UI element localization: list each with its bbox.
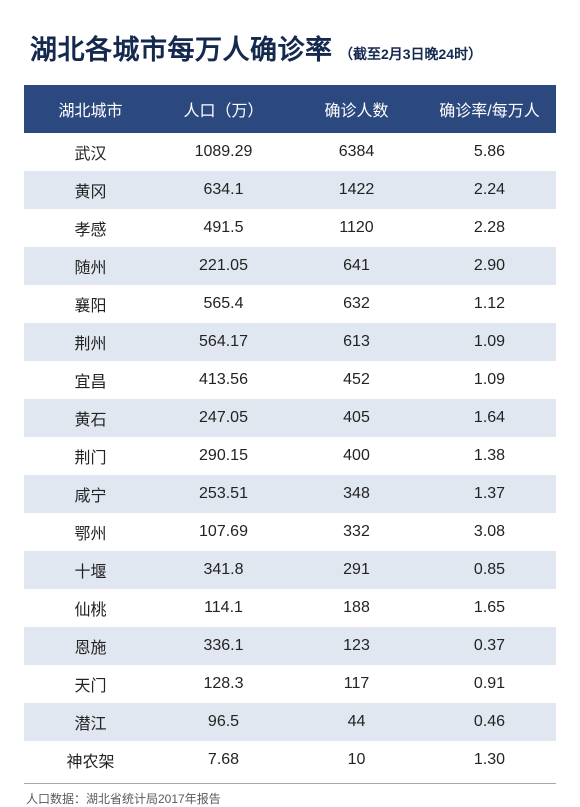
col-confirmed: 确诊人数: [290, 85, 423, 133]
cell-rate: 1.64: [423, 399, 556, 437]
cell-city: 荆州: [24, 323, 157, 361]
table-row: 荆州564.176131.09: [24, 323, 556, 361]
table-row: 仙桃114.11881.65: [24, 589, 556, 627]
cell-confirmed: 1422: [290, 171, 423, 209]
cell-confirmed: 641: [290, 247, 423, 285]
cell-city: 荆门: [24, 437, 157, 475]
cell-city: 随州: [24, 247, 157, 285]
cell-rate: 1.37: [423, 475, 556, 513]
cell-city: 襄阳: [24, 285, 157, 323]
cell-city: 十堰: [24, 551, 157, 589]
cell-population: 290.15: [157, 437, 290, 475]
page-title: 湖北各城市每万人确诊率: [30, 35, 333, 65]
page-subtitle: （截至2月3日晚24时）: [339, 46, 482, 62]
cell-rate: 0.91: [423, 665, 556, 703]
cell-confirmed: 123: [290, 627, 423, 665]
col-population: 人口（万）: [157, 85, 290, 133]
cell-confirmed: 188: [290, 589, 423, 627]
table-row: 潜江96.5440.46: [24, 703, 556, 741]
cell-rate: 2.28: [423, 209, 556, 247]
table-header-row: 湖北城市 人口（万） 确诊人数 确诊率/每万人: [24, 85, 556, 133]
cell-confirmed: 6384: [290, 133, 423, 171]
cell-rate: 2.90: [423, 247, 556, 285]
cell-city: 恩施: [24, 627, 157, 665]
cell-city: 鄂州: [24, 513, 157, 551]
cell-population: 1089.29: [157, 133, 290, 171]
table-row: 襄阳565.46321.12: [24, 285, 556, 323]
cell-confirmed: 613: [290, 323, 423, 361]
page-title-row: 湖北各城市每万人确诊率 （截至2月3日晚24时）: [24, 28, 556, 67]
cell-population: 107.69: [157, 513, 290, 551]
cell-city: 孝感: [24, 209, 157, 247]
col-rate: 确诊率/每万人: [423, 85, 556, 133]
cell-population: 491.5: [157, 209, 290, 247]
table-row: 十堰341.82910.85: [24, 551, 556, 589]
table-row: 宜昌413.564521.09: [24, 361, 556, 399]
cell-confirmed: 452: [290, 361, 423, 399]
table-row: 神农架7.68101.30: [24, 741, 556, 779]
cell-confirmed: 332: [290, 513, 423, 551]
cell-population: 96.5: [157, 703, 290, 741]
cell-rate: 1.09: [423, 323, 556, 361]
cell-city: 宜昌: [24, 361, 157, 399]
cell-population: 221.05: [157, 247, 290, 285]
table-row: 天门128.31170.91: [24, 665, 556, 703]
cell-rate: 0.37: [423, 627, 556, 665]
table-row: 荆门290.154001.38: [24, 437, 556, 475]
cell-population: 413.56: [157, 361, 290, 399]
cell-confirmed: 44: [290, 703, 423, 741]
cell-population: 7.68: [157, 741, 290, 779]
cell-confirmed: 10: [290, 741, 423, 779]
cell-population: 565.4: [157, 285, 290, 323]
cell-rate: 0.85: [423, 551, 556, 589]
col-city: 湖北城市: [24, 85, 157, 133]
cell-city: 潜江: [24, 703, 157, 741]
cell-rate: 1.38: [423, 437, 556, 475]
cell-city: 天门: [24, 665, 157, 703]
data-table: 湖北城市 人口（万） 确诊人数 确诊率/每万人 武汉1089.2963845.8…: [24, 85, 556, 779]
cell-population: 634.1: [157, 171, 290, 209]
cell-rate: 3.08: [423, 513, 556, 551]
cell-rate: 0.46: [423, 703, 556, 741]
cell-population: 247.05: [157, 399, 290, 437]
cell-population: 341.8: [157, 551, 290, 589]
cell-confirmed: 117: [290, 665, 423, 703]
cell-confirmed: 405: [290, 399, 423, 437]
table-row: 孝感491.511202.28: [24, 209, 556, 247]
table-row: 黄冈634.114222.24: [24, 171, 556, 209]
cell-rate: 1.12: [423, 285, 556, 323]
cell-confirmed: 348: [290, 475, 423, 513]
cell-rate: 2.24: [423, 171, 556, 209]
cell-city: 武汉: [24, 133, 157, 171]
table-row: 武汉1089.2963845.86: [24, 133, 556, 171]
cell-confirmed: 632: [290, 285, 423, 323]
table-row: 咸宁253.513481.37: [24, 475, 556, 513]
cell-city: 黄冈: [24, 171, 157, 209]
table-row: 黄石247.054051.64: [24, 399, 556, 437]
table-row: 鄂州107.693323.08: [24, 513, 556, 551]
cell-rate: 1.65: [423, 589, 556, 627]
cell-confirmed: 291: [290, 551, 423, 589]
cell-rate: 5.86: [423, 133, 556, 171]
cell-city: 神农架: [24, 741, 157, 779]
cell-population: 128.3: [157, 665, 290, 703]
cell-city: 黄石: [24, 399, 157, 437]
table-row: 恩施336.11230.37: [24, 627, 556, 665]
cell-population: 253.51: [157, 475, 290, 513]
cell-confirmed: 400: [290, 437, 423, 475]
cell-rate: 1.09: [423, 361, 556, 399]
cell-population: 564.17: [157, 323, 290, 361]
cell-population: 336.1: [157, 627, 290, 665]
footnote: 人口数据：湖北省统计局2017年报告: [24, 783, 556, 807]
cell-city: 仙桃: [24, 589, 157, 627]
cell-city: 咸宁: [24, 475, 157, 513]
cell-population: 114.1: [157, 589, 290, 627]
table-row: 随州221.056412.90: [24, 247, 556, 285]
cell-confirmed: 1120: [290, 209, 423, 247]
cell-rate: 1.30: [423, 741, 556, 779]
